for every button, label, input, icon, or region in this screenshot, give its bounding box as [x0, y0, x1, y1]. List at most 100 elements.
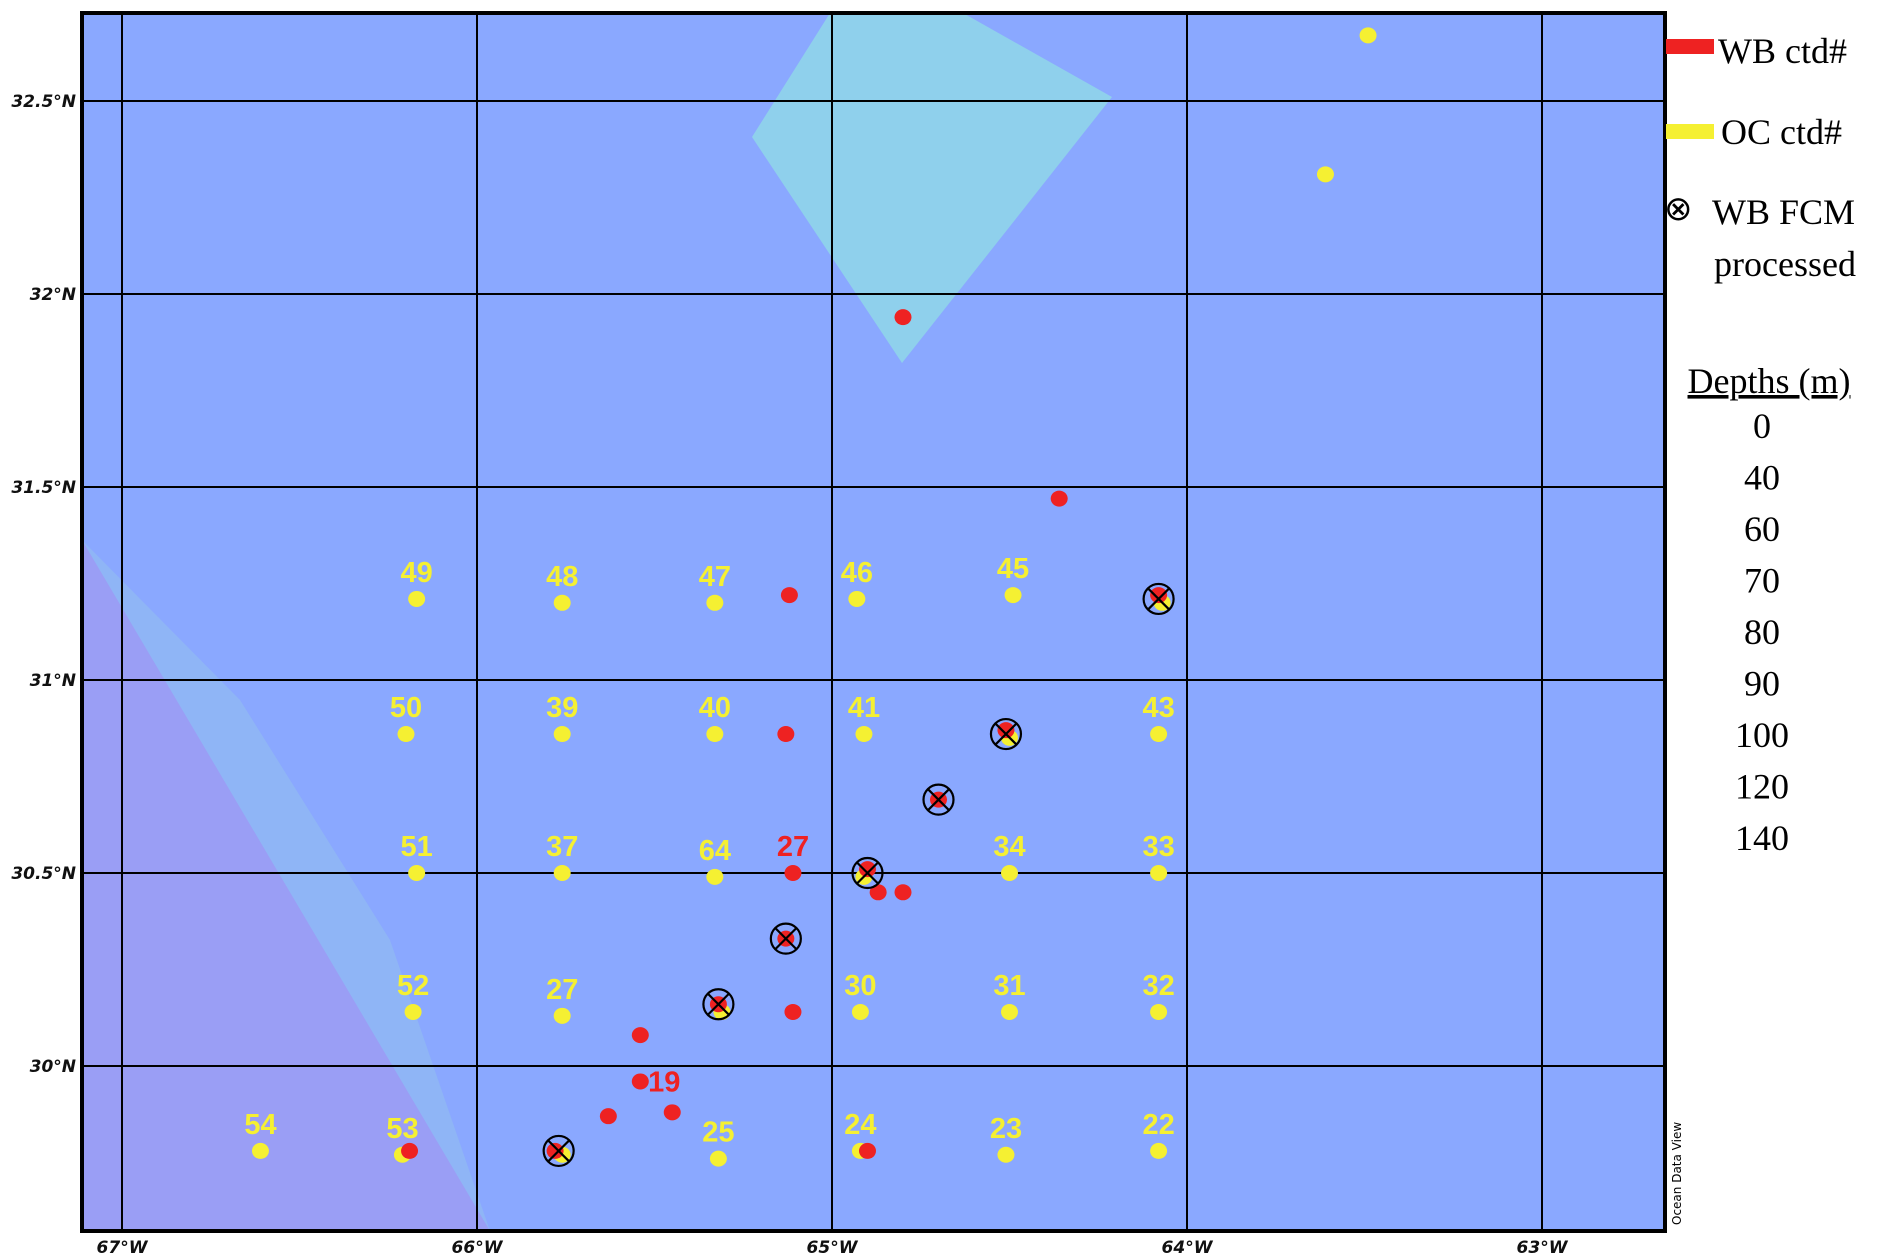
wb-station [631, 1027, 649, 1044]
lat-label: 31°N [30, 671, 76, 691]
odv-watermark: Ocean Data View [1670, 1122, 1684, 1225]
deep-water-region [82, 540, 490, 1231]
oc-station [553, 726, 571, 743]
depth-value: 100 [1735, 715, 1789, 755]
oc-station [1001, 1003, 1018, 1020]
oc-station-label: 24 [844, 1109, 876, 1141]
oc-station [1150, 1003, 1168, 1020]
depth-value: 90 [1744, 664, 1780, 704]
oc-station-label: 22 [1142, 1109, 1174, 1141]
latitude-labels: 32.5°N 32°N 31.5°N 31°N 30.5°N 30°N [11, 92, 76, 1077]
map-background [82, 13, 1665, 1231]
oc-station [251, 1142, 269, 1159]
oc-station-label: 40 [699, 692, 731, 724]
oc-station [553, 865, 571, 881]
wb-station [631, 1073, 649, 1090]
fcm-processed-marker [702, 988, 735, 1021]
wb-station [599, 1108, 617, 1125]
oc-station [408, 865, 426, 881]
oc-station-label: 47 [699, 561, 731, 593]
oc-station-label: 37 [546, 831, 578, 863]
depth-value: 120 [1735, 767, 1789, 807]
oc-station-label: 50 [390, 692, 422, 724]
fcm-processed-marker [769, 922, 802, 955]
wb-station [869, 884, 887, 901]
wb-station [784, 865, 802, 881]
fcm-processed-marker [989, 717, 1023, 751]
wb-station [894, 309, 912, 326]
oc-station [397, 726, 415, 743]
wb-station [894, 884, 912, 901]
oc-station-label: 31 [993, 970, 1025, 1002]
legend-fcm-label-2: processed [1714, 244, 1856, 284]
oc-station [848, 590, 866, 607]
fcm-processed-marker [851, 856, 884, 890]
lat-label: 30.5°N [11, 864, 76, 884]
oc-station [1150, 726, 1168, 743]
oc-station-label: 32 [1142, 970, 1174, 1002]
legend-wb-swatch [1666, 39, 1714, 54]
oc-station [553, 594, 571, 611]
wb-station [859, 861, 876, 878]
lat-label: 32°N [30, 285, 76, 305]
map-frame [80, 11, 1667, 1233]
lon-label: 63°W [1517, 1238, 1569, 1258]
oc-station [1150, 865, 1168, 881]
oc-station-label: 25 [702, 1117, 734, 1149]
legend-wb-label: WB ctd# [1718, 31, 1847, 71]
oc-station-label: 34 [993, 831, 1025, 863]
legend-oc-label: OC ctd# [1721, 112, 1842, 152]
wb-station [1150, 587, 1168, 604]
oc-station-label: 27 [546, 974, 578, 1006]
depth-value: 140 [1735, 818, 1789, 858]
oc-station-label: 23 [990, 1113, 1022, 1145]
fcm-processed-marker [922, 783, 955, 816]
lon-label: 67°W [97, 1238, 149, 1258]
legend-oc-swatch [1666, 124, 1714, 139]
oc-station [706, 868, 724, 885]
lon-label: 64°W [1162, 1238, 1214, 1258]
wb-station [777, 726, 795, 743]
fcm-processed-marker [1142, 582, 1175, 616]
oc-station-label: 48 [546, 561, 578, 593]
wb-station [546, 1142, 564, 1159]
wb-station [997, 722, 1015, 739]
station-number-labels: 49 48 47 46 45 50 39 40 41 43 51 37 64 34 33 52 27 30 31 32… [244, 553, 1174, 1149]
oc-station [408, 590, 426, 607]
wb-station [401, 1142, 419, 1159]
oc-station-label: 45 [997, 553, 1029, 585]
oc-station [706, 594, 724, 611]
oc-station-label: 54 [244, 1109, 276, 1141]
oc-station [1004, 587, 1022, 604]
oc-station [1001, 865, 1018, 881]
oc-station-label: 46 [841, 557, 873, 589]
wb-station [784, 1003, 802, 1020]
depth-value: 60 [1744, 509, 1780, 549]
fcm-processed-marker [542, 1134, 575, 1168]
depths-title: Depths (m) [1688, 361, 1851, 401]
depth-list: 0 40 60 70 80 90 100 120 140 [1735, 406, 1789, 858]
fcm-processed-markers [542, 582, 1175, 1168]
oc-station-label: 41 [848, 692, 880, 724]
wb-station [1050, 490, 1068, 507]
oc-station-label: 39 [546, 692, 578, 724]
depth-value: 80 [1744, 612, 1780, 652]
oc-station [851, 1003, 869, 1020]
depth-value: 0 [1753, 406, 1771, 446]
oc-station-label: 30 [844, 970, 876, 1002]
oc-station-label: 43 [1142, 692, 1174, 724]
lon-label: 66°W [452, 1238, 504, 1258]
lon-label: 65°W [807, 1238, 859, 1258]
oc-station [404, 1003, 422, 1020]
wb-station-label: 19 [648, 1066, 680, 1098]
oc-station-label: 53 [386, 1113, 418, 1145]
lat-label: 30°N [30, 1057, 76, 1077]
oc-station-label: 51 [401, 831, 433, 863]
wb-station [780, 587, 798, 604]
oc-station [709, 1150, 727, 1167]
legend-fcm-label: WB FCM [1712, 192, 1855, 232]
oc-station [855, 726, 873, 743]
wb-station-label: 27 [777, 831, 809, 863]
wb-station [859, 1142, 876, 1159]
oc-station [706, 726, 724, 743]
